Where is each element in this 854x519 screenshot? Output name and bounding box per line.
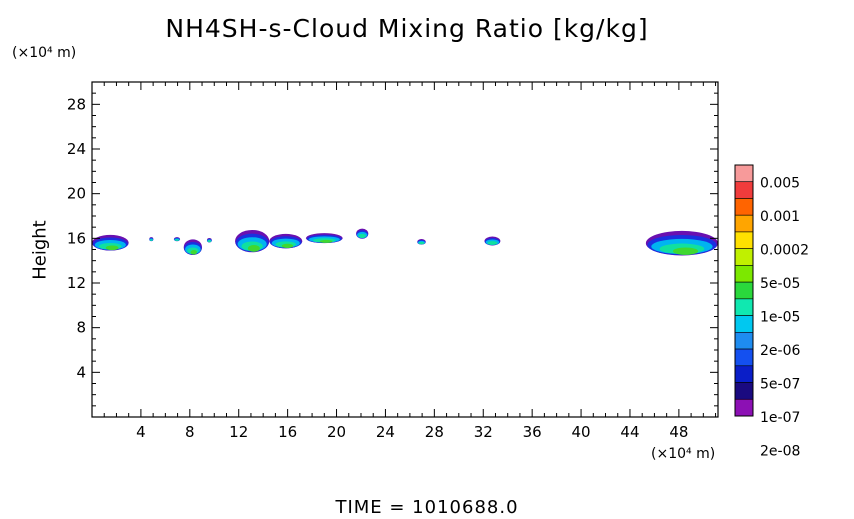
cloud-patch-9 bbox=[417, 239, 426, 245]
colorbar-swatch bbox=[734, 332, 754, 350]
y-tick-label: 8 bbox=[76, 319, 86, 337]
x-tick-label: 40 bbox=[572, 423, 591, 441]
cloud-field bbox=[92, 228, 718, 256]
cloud-patch-5 bbox=[235, 229, 270, 253]
y-tick-label: 28 bbox=[67, 95, 86, 113]
colorbar-swatch bbox=[734, 198, 754, 216]
colorbar-swatch bbox=[734, 365, 754, 383]
colorbar-swatch bbox=[734, 382, 754, 400]
y-tick-label: 12 bbox=[67, 274, 86, 292]
x-tick-label: 24 bbox=[376, 423, 395, 441]
x-axis-unit: (×10⁴ m) bbox=[651, 446, 716, 462]
time-footer: TIME = 1010688.0 bbox=[335, 497, 519, 518]
colorbar-label: 2e-06 bbox=[760, 343, 800, 359]
colorbar-swatch bbox=[734, 248, 754, 266]
cloud-patch-0 bbox=[92, 234, 129, 251]
y-tick-label: 24 bbox=[67, 140, 86, 158]
colorbar: 0.005 0.001 0.0002 5e-05 1e-05 2e-06 5e-07 1e-0… bbox=[734, 164, 809, 459]
cloud-patch-4 bbox=[206, 237, 212, 243]
cloud-patch-7 bbox=[305, 233, 343, 244]
x-tick-label: 16 bbox=[278, 423, 297, 441]
y-tick-label: 16 bbox=[67, 229, 86, 247]
x-tick-label: 32 bbox=[474, 423, 493, 441]
colorbar-label: 5e-05 bbox=[760, 276, 800, 292]
colorbar-swatch bbox=[734, 348, 754, 367]
x-tick-label: 8 bbox=[185, 423, 195, 441]
colorbar-swatch bbox=[734, 181, 754, 199]
colorbar-swatch bbox=[734, 315, 754, 333]
y-tick-label: 4 bbox=[76, 363, 86, 381]
colorbar-swatch bbox=[734, 265, 754, 283]
y-axis-unit: (×10⁴ m) bbox=[12, 45, 77, 61]
colorbar-label: 2e-08 bbox=[760, 443, 800, 459]
y-tick-label: 20 bbox=[67, 185, 86, 203]
colorbar-swatch bbox=[734, 281, 754, 300]
colorbar-label: 1e-07 bbox=[760, 410, 800, 426]
colorbar-swatch bbox=[734, 398, 754, 417]
colorbar-swatch bbox=[734, 298, 754, 316]
x-tick-label: 20 bbox=[327, 423, 346, 441]
cloud-patch-2 bbox=[173, 237, 181, 242]
colorbar-label: 5e-07 bbox=[760, 377, 800, 393]
x-tick-label: 12 bbox=[229, 423, 248, 441]
x-tick-label: 48 bbox=[669, 423, 688, 441]
colorbar-label: 0.005 bbox=[760, 176, 800, 192]
x-tick-label: 36 bbox=[523, 423, 542, 441]
chart-title: NH4SH-s-Cloud Mixing Ratio [kg/kg] bbox=[165, 14, 649, 43]
cloud-patch-10 bbox=[484, 236, 501, 246]
x-tick-label: 44 bbox=[620, 423, 639, 441]
colorbar-swatch bbox=[734, 231, 754, 249]
colorbar-swatch bbox=[734, 214, 754, 233]
cloud-patch-3 bbox=[183, 239, 203, 256]
x-tick-label: 28 bbox=[425, 423, 444, 441]
colorbar-swatch bbox=[734, 164, 754, 183]
colorbar-label: 0.001 bbox=[760, 209, 800, 225]
x-tick-label: 4 bbox=[136, 423, 146, 441]
cloud-patch-6 bbox=[269, 233, 303, 249]
colorbar-label: 0.0002 bbox=[760, 243, 809, 259]
cloud-patch-1 bbox=[149, 237, 154, 242]
cloud-patch-11 bbox=[645, 230, 718, 256]
cloud-patch-8 bbox=[356, 228, 369, 239]
colorbar-label: 1e-05 bbox=[760, 310, 800, 326]
